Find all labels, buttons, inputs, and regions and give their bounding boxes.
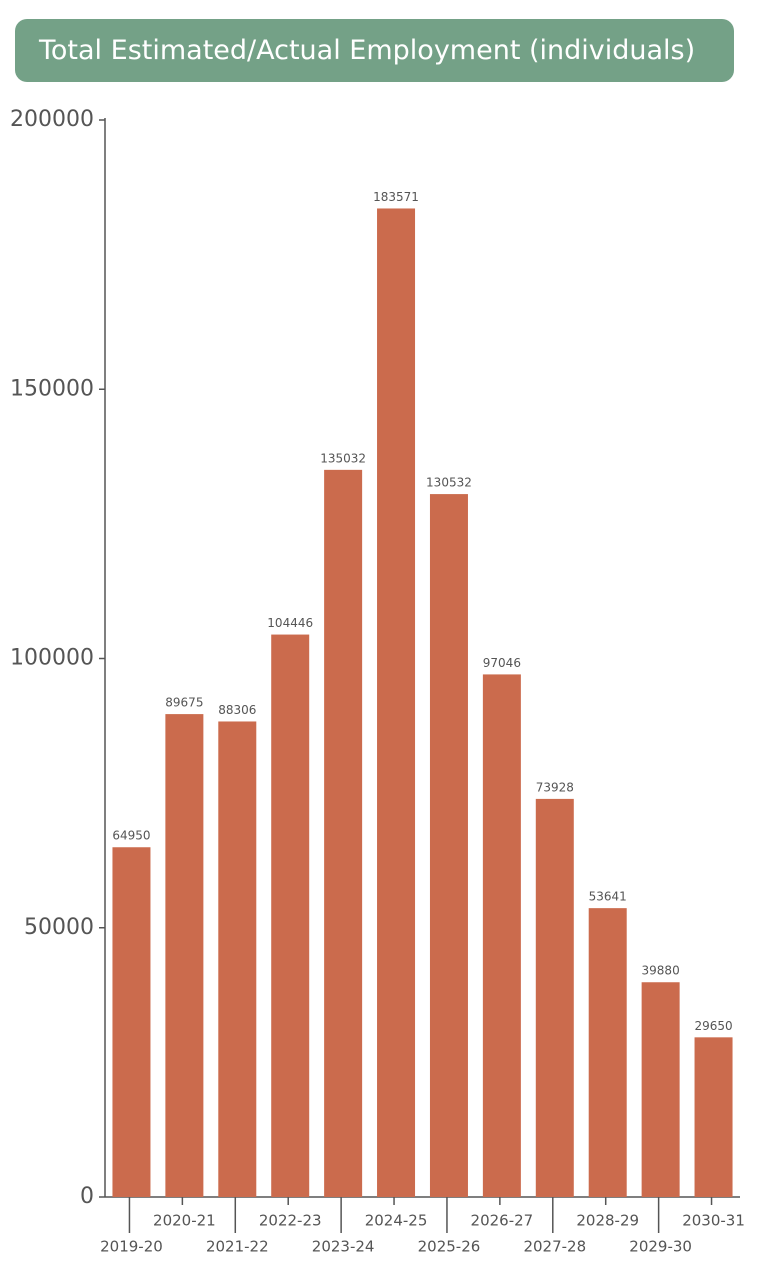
bar — [429, 494, 468, 1197]
value-label: 29650 — [694, 1019, 732, 1033]
value-label: 53641 — [589, 890, 627, 904]
value-label: 89675 — [165, 696, 203, 710]
bar — [324, 469, 363, 1198]
x-tick-label: 2022-23 — [259, 1212, 322, 1230]
chart-title: Total Estimated/Actual Employment (indiv… — [39, 35, 696, 66]
value-label: 183571 — [373, 190, 419, 204]
value-label: 135032 — [320, 451, 366, 465]
x-tick-label: 2030-31 — [682, 1212, 745, 1230]
bar — [377, 208, 416, 1198]
bar — [112, 847, 151, 1197]
bar — [218, 721, 257, 1197]
value-label: 97046 — [483, 656, 521, 670]
y-tick-label: 200000 — [10, 107, 94, 132]
value-label: 39880 — [642, 964, 680, 978]
bar — [482, 674, 521, 1197]
value-label: 73928 — [536, 780, 574, 794]
y-tick-label: 0 — [80, 1184, 94, 1209]
title-banner: Total Estimated/Actual Employment (indiv… — [15, 19, 734, 82]
x-tick-label: 2020-21 — [153, 1212, 216, 1230]
x-tick-label: 2024-25 — [365, 1212, 428, 1230]
x-tick-label: 2023-24 — [312, 1238, 375, 1256]
value-label: 130532 — [426, 476, 472, 490]
bar — [165, 714, 204, 1197]
x-tick-label: 2021-22 — [206, 1238, 269, 1256]
x-tick-label: 2019-20 — [100, 1238, 163, 1256]
bar — [588, 908, 627, 1197]
bar — [535, 798, 574, 1197]
value-label: 64950 — [112, 829, 150, 843]
x-tick-label: 2026-27 — [471, 1212, 534, 1230]
y-tick-label: 100000 — [10, 646, 94, 671]
bar — [271, 634, 310, 1197]
bar — [641, 982, 680, 1197]
value-label: 104446 — [267, 616, 313, 630]
x-tick-label: 2028-29 — [576, 1212, 639, 1230]
x-tick-label: 2025-26 — [418, 1238, 481, 1256]
y-tick-label: 50000 — [24, 915, 94, 940]
y-tick-label: 150000 — [10, 376, 94, 401]
value-label: 88306 — [218, 703, 256, 717]
x-tick-label: 2029-30 — [629, 1238, 692, 1256]
bar — [694, 1037, 733, 1197]
x-tick-label: 2027-28 — [523, 1238, 586, 1256]
